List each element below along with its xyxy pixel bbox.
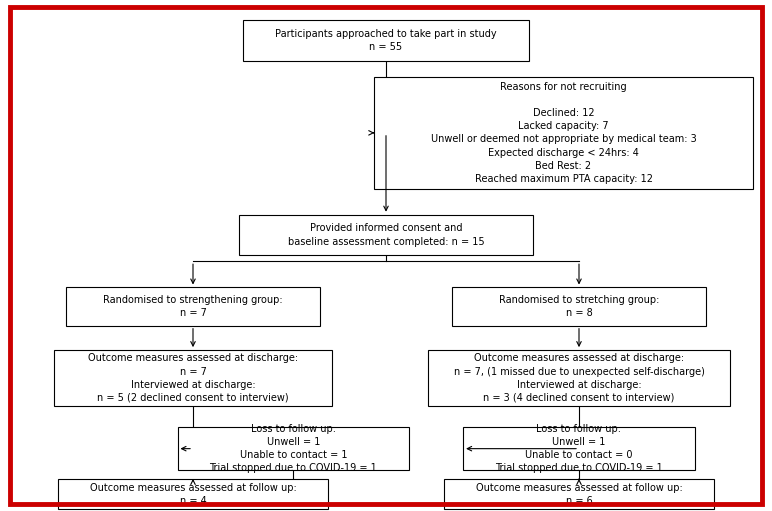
Text: Loss to follow up:
Unwell = 1
Unable to contact = 1
Trial stopped due to COVID-1: Loss to follow up: Unwell = 1 Unable to …: [209, 424, 378, 474]
FancyBboxPatch shape: [374, 77, 753, 189]
Text: Participants approached to take part in study
n = 55: Participants approached to take part in …: [275, 29, 497, 53]
FancyBboxPatch shape: [54, 350, 332, 406]
FancyBboxPatch shape: [428, 350, 730, 406]
Text: Outcome measures assessed at follow up:
n = 4: Outcome measures assessed at follow up: …: [90, 482, 296, 506]
FancyBboxPatch shape: [58, 479, 328, 509]
FancyBboxPatch shape: [178, 427, 409, 470]
FancyBboxPatch shape: [239, 215, 533, 256]
Text: Outcome measures assessed at discharge:
n = 7
Interviewed at discharge:
n = 5 (2: Outcome measures assessed at discharge: …: [88, 353, 298, 403]
Text: Loss to follow up:
Unwell = 1
Unable to contact = 0
Trial stopped due to COVID-1: Loss to follow up: Unwell = 1 Unable to …: [495, 424, 663, 474]
Text: Randomised to strengthening group:
n = 7: Randomised to strengthening group: n = 7: [103, 295, 283, 318]
Text: Randomised to stretching group:
n = 8: Randomised to stretching group: n = 8: [499, 295, 659, 318]
Text: Provided informed consent and
baseline assessment completed: n = 15: Provided informed consent and baseline a…: [288, 223, 484, 247]
FancyBboxPatch shape: [463, 427, 695, 470]
FancyBboxPatch shape: [444, 479, 714, 509]
FancyBboxPatch shape: [243, 20, 529, 61]
FancyBboxPatch shape: [452, 287, 706, 326]
Text: Outcome measures assessed at follow up:
n = 6: Outcome measures assessed at follow up: …: [476, 482, 682, 506]
Text: Reasons for not recruiting

Declined: 12
Lacked capacity: 7
Unwell or deemed not: Reasons for not recruiting Declined: 12 …: [431, 82, 696, 184]
FancyBboxPatch shape: [66, 287, 320, 326]
Text: Outcome measures assessed at discharge:
n = 7, (1 missed due to unexpected self-: Outcome measures assessed at discharge: …: [454, 353, 704, 403]
